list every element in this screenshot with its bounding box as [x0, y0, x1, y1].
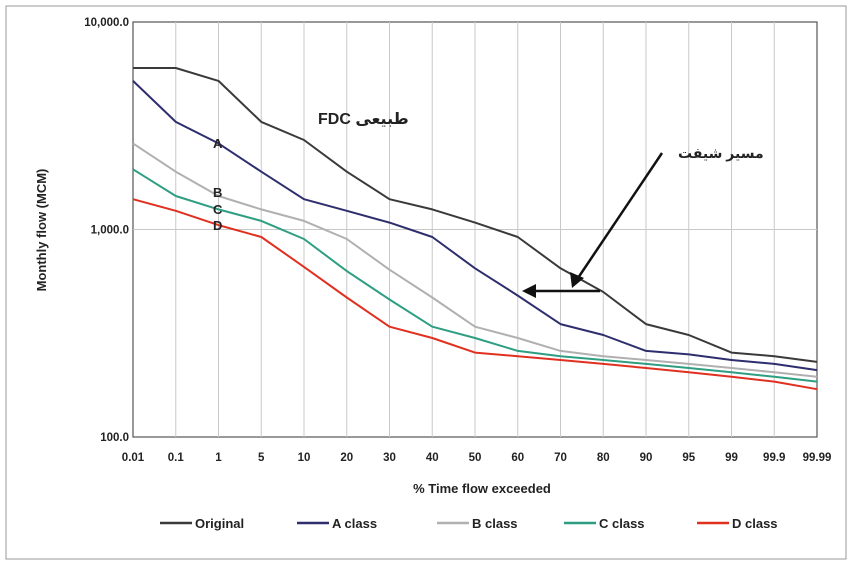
x-tick-label: 30	[383, 452, 396, 464]
fdc-annotation: FDC طبیعی	[318, 111, 409, 128]
x-axis-title: % Time flow exceeded	[413, 481, 551, 496]
x-tick-label: 0.1	[168, 452, 185, 464]
curve-labels: A BCD	[213, 136, 223, 233]
series-line-b-class	[132, 142, 818, 378]
series-line-c-class	[132, 168, 818, 383]
shift-arrow-diagonal-head	[570, 272, 584, 288]
x-tick-label: 5	[258, 452, 265, 464]
x-tick-label: 90	[640, 452, 653, 464]
x-tick-label: 1	[215, 452, 222, 464]
x-tick-label: 80	[597, 452, 610, 464]
y-tick-label: 100.0	[100, 432, 129, 444]
shift-arrows	[522, 152, 664, 298]
x-tick-label: 60	[511, 452, 524, 464]
y-tick-label: 10,000.0	[84, 17, 129, 29]
legend-item-c-class: C class	[564, 516, 645, 531]
curve-label-b: B	[213, 185, 222, 200]
shift-arrow-diagonal	[576, 152, 664, 279]
shift-arrow-horizontal-head	[522, 284, 536, 298]
legend-label: B class	[472, 516, 518, 531]
series-lines	[132, 67, 818, 391]
x-tick-label: 10	[298, 452, 311, 464]
curve-label-a: A	[213, 136, 223, 151]
legend-label: C class	[599, 516, 645, 531]
y-tick-labels: 100.0 1,000.0 10,000.0	[84, 17, 129, 444]
x-tick-label: 70	[554, 452, 567, 464]
series-line-original	[133, 67, 818, 363]
curve-label-c: C	[213, 202, 223, 217]
x-tick-label: 99.9	[763, 452, 785, 464]
legend-item-a-class: A class	[297, 516, 377, 531]
legend-item-d-class: D class	[697, 516, 778, 531]
legend-label: Original	[195, 516, 244, 531]
x-tick-label: 0.01	[122, 452, 145, 464]
y-axis-title: Monthly flow (MCM)	[34, 169, 49, 292]
shift-annotation: مسیر شیفت	[678, 145, 764, 162]
legend-item-b-class: B class	[437, 516, 518, 531]
y-tick-label: 1,000.0	[91, 225, 129, 237]
curve-label-d: D	[213, 218, 222, 233]
x-tick-label: 99	[725, 452, 738, 464]
grid	[132, 21, 818, 438]
series-line-d-class	[132, 198, 818, 391]
x-tick-label: 95	[682, 452, 695, 464]
legend: Original A class B class C class D class	[160, 516, 778, 531]
x-tick-label: 99.99	[803, 452, 832, 464]
x-tick-labels: 0.01 0.1 1 5 10 20 30 40 50 60 70 80 90 95 99 99.9 99.99	[122, 452, 832, 464]
legend-label: D class	[732, 516, 778, 531]
chart-border	[5, 5, 847, 560]
legend-item-original: Original	[160, 516, 244, 531]
x-tick-label: 50	[469, 452, 482, 464]
series-line-a-class	[132, 80, 818, 372]
x-tick-label: 40	[426, 452, 439, 464]
legend-label: A class	[332, 516, 377, 531]
x-tick-label: 20	[340, 452, 353, 464]
